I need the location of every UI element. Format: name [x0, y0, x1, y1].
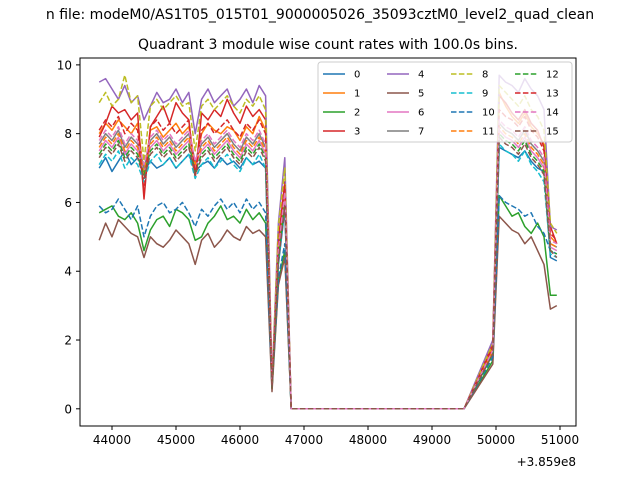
y-tick-label: 0: [64, 402, 72, 416]
series-line-15: [98, 136, 558, 410]
x-tick-label: 49000: [413, 433, 451, 447]
legend-label-8: 8: [482, 70, 488, 81]
x-tick-label: 44000: [93, 433, 131, 447]
y-tick-label: 10: [57, 58, 72, 72]
x-tick-label: 48000: [349, 433, 387, 447]
legend-label-11: 11: [482, 127, 495, 138]
y-tick-label: 6: [64, 196, 72, 210]
legend-label-15: 15: [546, 127, 559, 138]
chart-suptitle: n file: modeM0/AS1T05_015T01_9000005026_…: [46, 7, 594, 23]
legend-label-10: 10: [482, 108, 495, 119]
x-offset-label: +3.859e8: [517, 455, 576, 469]
series-line-9: [98, 143, 558, 410]
legend-label-3: 3: [354, 127, 360, 138]
chart-title: Quadrant 3 module wise count rates with …: [138, 37, 518, 53]
x-tick-label: 51000: [541, 433, 579, 447]
x-tick-label: 46000: [221, 433, 259, 447]
x-tick-label: 50000: [477, 433, 515, 447]
legend-label-4: 4: [418, 70, 424, 81]
x-axis: 44000 45000 46000 47000 48000 49000 50000 51000: [93, 426, 579, 447]
legend-label-2: 2: [354, 108, 360, 119]
y-tick-label: 2: [64, 334, 72, 348]
plot-frame: [79, 57, 577, 427]
legend-label-12: 12: [546, 70, 559, 81]
y-axis: 0 2 4 6 8 10: [57, 58, 80, 416]
legend-label-7: 7: [418, 127, 424, 138]
legend-label-1: 1: [354, 89, 360, 100]
legend-label-14: 14: [546, 108, 559, 119]
series-line-5: [98, 215, 558, 410]
legend-label-0: 0: [354, 70, 360, 81]
legend-label-13: 13: [546, 89, 559, 100]
y-tick-label: 4: [64, 265, 72, 279]
series-line-2: [98, 194, 557, 410]
x-tick-label: 47000: [285, 433, 323, 447]
x-tick-label: 45000: [157, 433, 195, 447]
series-line-10: [98, 194, 558, 410]
y-tick-label: 8: [64, 127, 72, 141]
series-line-14: [98, 119, 558, 410]
legend-label-9: 9: [482, 89, 488, 100]
legend-label-6: 6: [418, 108, 424, 119]
legend-box: [317, 61, 573, 143]
legend-label-5: 5: [418, 89, 424, 100]
